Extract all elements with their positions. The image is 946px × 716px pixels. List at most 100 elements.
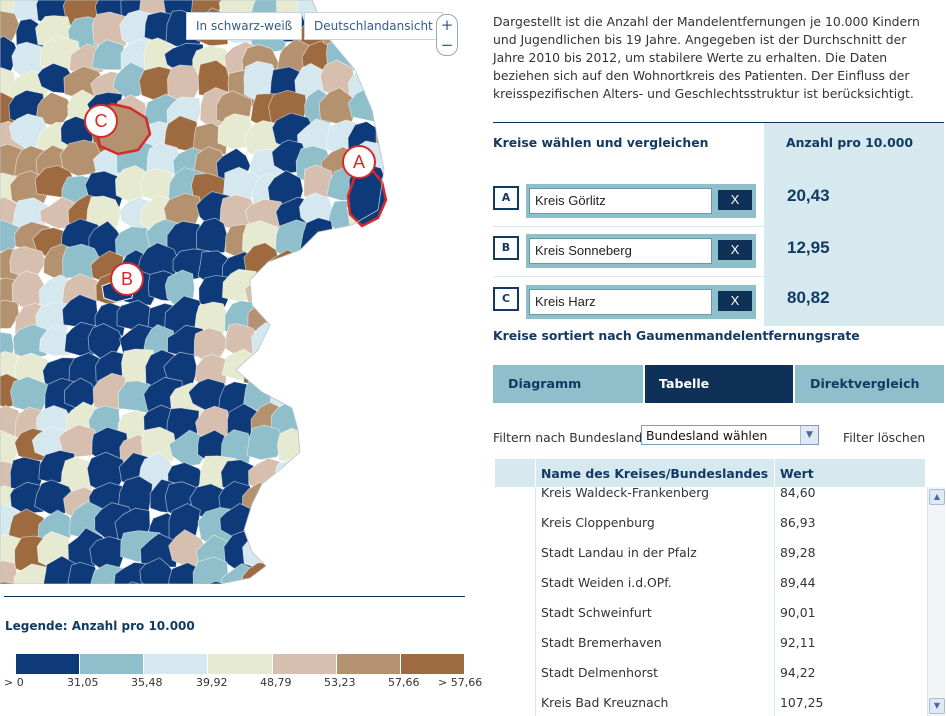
district-region[interactable] <box>346 347 389 387</box>
black-white-button[interactable]: In schwarz-weiß <box>186 12 303 40</box>
district-region[interactable] <box>378 225 420 259</box>
district-region[interactable] <box>375 115 412 157</box>
district-region[interactable] <box>278 298 312 334</box>
district-region[interactable] <box>65 561 98 584</box>
tab-tabelle[interactable]: Tabelle <box>645 365 793 403</box>
choropleth-map[interactable] <box>0 0 466 584</box>
district-region[interactable] <box>381 144 417 178</box>
germany-view-button[interactable]: Deutschlandansicht <box>304 12 443 40</box>
district-region[interactable] <box>350 329 388 363</box>
map-panel[interactable]: In schwarz-weiß Deutschlandansicht + − A… <box>0 0 466 584</box>
district-region[interactable] <box>269 533 308 572</box>
district-region[interactable] <box>272 481 311 519</box>
scroll-up-icon[interactable]: ▲ <box>929 489 945 505</box>
district-region[interactable] <box>321 350 358 385</box>
district-region[interactable] <box>374 455 411 488</box>
district-region[interactable] <box>321 456 358 499</box>
district-region[interactable] <box>381 408 416 445</box>
district-region[interactable] <box>276 326 317 361</box>
district-region[interactable] <box>375 38 407 79</box>
table-row[interactable]: Kreis Waldeck-Frankenberg 84,60 <box>495 487 925 512</box>
district-region[interactable] <box>400 191 438 231</box>
district-region[interactable] <box>401 432 438 470</box>
district-region[interactable] <box>325 406 365 448</box>
district-input-a[interactable]: Kreis Görlitz <box>529 188 712 214</box>
district-region[interactable] <box>374 555 413 585</box>
district-region[interactable] <box>302 356 341 392</box>
district-region[interactable] <box>403 377 434 413</box>
district-region[interactable] <box>401 330 434 362</box>
district-region[interactable] <box>267 505 303 545</box>
district-region[interactable] <box>298 275 337 313</box>
table-scrollbar[interactable]: ▲ ▼ <box>927 487 945 716</box>
district-region[interactable] <box>327 225 372 266</box>
district-region[interactable] <box>371 302 409 336</box>
district-region[interactable] <box>277 427 312 464</box>
district-region[interactable] <box>370 330 406 368</box>
selected-district-a[interactable] <box>346 168 388 228</box>
district-region[interactable] <box>350 248 384 280</box>
scroll-down-icon[interactable]: ▼ <box>929 698 945 714</box>
district-region[interactable] <box>195 217 228 254</box>
zoom-in-button[interactable]: + <box>440 16 454 34</box>
district-region[interactable] <box>352 554 392 584</box>
table-row[interactable]: Stadt Bremerhaven 92,11 <box>495 632 925 662</box>
remove-button-b[interactable]: X <box>718 240 752 260</box>
district-region[interactable] <box>0 560 19 584</box>
district-region[interactable] <box>198 580 236 584</box>
district-region[interactable] <box>192 556 229 584</box>
district-region[interactable] <box>403 118 445 155</box>
table-row[interactable]: Stadt Delmenhorst 94,22 <box>495 662 925 692</box>
filter-clear-link[interactable]: Filter löschen <box>843 430 926 445</box>
tab-diagramm[interactable]: Diagramm <box>493 365 643 403</box>
district-region[interactable] <box>319 531 357 573</box>
district-region[interactable] <box>348 453 381 488</box>
district-region[interactable] <box>399 458 440 489</box>
map-marker-b[interactable]: B <box>110 262 144 296</box>
district-region[interactable] <box>325 376 362 411</box>
district-region[interactable] <box>407 539 443 576</box>
district-region[interactable] <box>141 426 176 462</box>
district-region[interactable] <box>399 245 437 281</box>
table-row[interactable]: Stadt Landau in der Pfalz 89,28 <box>495 542 925 572</box>
district-region[interactable] <box>279 350 319 391</box>
district-region[interactable] <box>194 353 227 387</box>
map-marker-a[interactable]: A <box>342 145 376 179</box>
district-region[interactable] <box>401 505 436 539</box>
district-region[interactable] <box>91 11 129 48</box>
district-region[interactable] <box>322 244 362 284</box>
district-region[interactable] <box>401 556 439 584</box>
remove-button-a[interactable]: X <box>718 190 752 210</box>
district-region[interactable] <box>402 270 439 302</box>
map-marker-c[interactable]: C <box>84 104 118 138</box>
district-region[interactable] <box>402 358 437 388</box>
district-region[interactable] <box>400 64 435 100</box>
district-region[interactable] <box>322 423 366 466</box>
district-regions[interactable] <box>0 0 446 584</box>
district-region[interactable] <box>372 373 410 405</box>
district-input-b[interactable]: Kreis Sonneberg <box>529 238 712 264</box>
district-region[interactable] <box>328 562 368 584</box>
district-region[interactable] <box>303 451 339 488</box>
district-region[interactable] <box>353 379 392 417</box>
district-region[interactable] <box>300 405 336 446</box>
district-region[interactable] <box>374 479 407 522</box>
district-region[interactable] <box>325 509 361 545</box>
district-region[interactable] <box>351 273 388 310</box>
district-region[interactable] <box>352 299 387 332</box>
district-region[interactable] <box>377 352 419 386</box>
chevron-down-icon[interactable]: ▼ <box>800 426 818 444</box>
district-region[interactable] <box>353 533 393 566</box>
district-region[interactable] <box>35 91 74 126</box>
district-region[interactable] <box>294 582 330 584</box>
district-region[interactable] <box>406 87 443 123</box>
district-region[interactable] <box>294 533 336 569</box>
column-header-wert[interactable]: Wert <box>780 466 814 481</box>
district-region[interactable] <box>320 324 357 361</box>
district-region[interactable] <box>270 554 305 584</box>
district-region[interactable] <box>276 276 313 317</box>
district-region[interactable] <box>330 274 360 316</box>
district-region[interactable] <box>299 428 332 470</box>
district-region[interactable] <box>400 228 439 258</box>
district-region[interactable] <box>0 581 22 584</box>
